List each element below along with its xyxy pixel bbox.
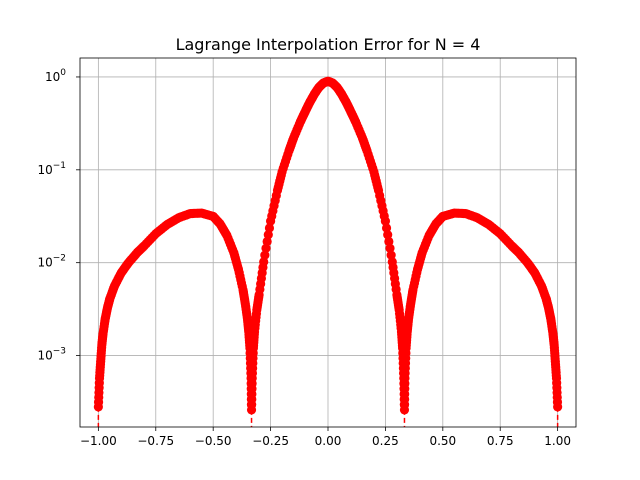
x-tick-label: −0.25 <box>252 434 289 448</box>
y-tick-label: 10−1 <box>37 161 66 177</box>
data-point <box>264 223 275 233</box>
y-tick-label: 100 <box>45 68 66 84</box>
x-tick-label: −0.50 <box>195 434 232 448</box>
x-tick-label: −0.75 <box>137 434 174 448</box>
x-axis-ticks: −1.00 −0.75 −0.50 −0.25 0.00 0.25 0.50 0.75 1.00 <box>80 427 571 448</box>
error-series <box>93 76 563 415</box>
x-tick-label: 1.00 <box>544 434 571 448</box>
y-tick-exponent: −2 <box>53 254 66 264</box>
data-point <box>385 243 395 253</box>
x-tick-label: 0.50 <box>429 434 456 448</box>
data-point <box>386 250 396 260</box>
data-point <box>381 223 392 233</box>
y-tick-exponent: −1 <box>53 161 66 171</box>
y-tick-exponent: −3 <box>53 347 66 357</box>
data-point <box>259 257 269 267</box>
data-point <box>553 402 563 412</box>
data-point <box>263 230 273 240</box>
data-point <box>383 230 393 240</box>
data-point <box>260 250 270 260</box>
data-point <box>262 236 272 247</box>
x-tick-label: 0.00 <box>315 434 342 448</box>
y-tick-base: 10 <box>37 163 52 177</box>
y-tick-label: 10−2 <box>37 254 66 270</box>
grid-lines <box>80 58 576 427</box>
y-tick-label: 10−3 <box>37 347 66 363</box>
data-point <box>380 216 391 226</box>
chart-title: Lagrange Interpolation Error for N = 4 <box>176 35 481 54</box>
data-point <box>261 243 271 253</box>
x-tick-label: 0.25 <box>372 434 399 448</box>
x-tick-label: 0.75 <box>487 434 514 448</box>
y-tick-base: 10 <box>37 256 52 270</box>
y-tick-exponent: 0 <box>60 68 66 78</box>
y-tick-base: 10 <box>37 349 52 363</box>
x-tick-label: −1.00 <box>80 434 117 448</box>
data-point <box>384 236 394 247</box>
y-tick-base: 10 <box>45 70 60 84</box>
